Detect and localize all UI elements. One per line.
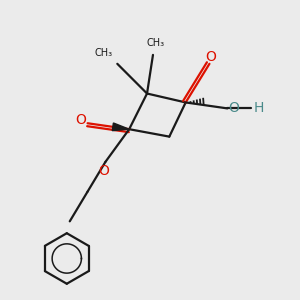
Text: O: O [98, 164, 110, 178]
Text: O: O [228, 101, 239, 115]
Text: CH₃: CH₃ [146, 38, 164, 48]
Polygon shape [112, 123, 129, 130]
Text: H: H [253, 101, 264, 115]
Text: O: O [206, 50, 216, 64]
Text: CH₃: CH₃ [95, 49, 113, 58]
Text: O: O [76, 113, 86, 127]
